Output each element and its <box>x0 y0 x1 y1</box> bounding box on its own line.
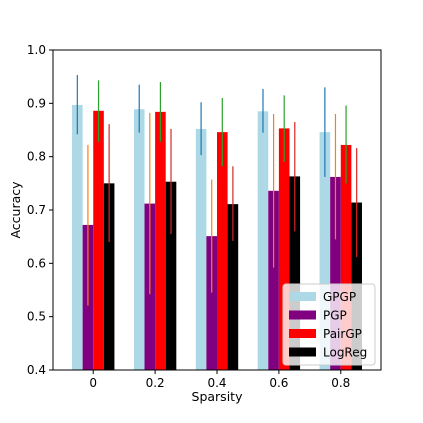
bar-pgp-3 <box>268 190 279 370</box>
y-tick-label: 0.6 <box>27 256 46 270</box>
y-tick-label: 0.4 <box>27 363 46 377</box>
bar-pgp-2 <box>206 236 217 370</box>
x-tick-label: 0 <box>89 376 97 390</box>
legend-swatch-pairgp <box>289 329 316 338</box>
legend-label-pairgp: PairGP <box>323 327 362 341</box>
bar-gpgp-1 <box>133 109 145 370</box>
error-bars-layer <box>76 75 358 306</box>
bar-pairgp-3 <box>278 128 290 370</box>
y-tick-label: 0.9 <box>27 96 46 110</box>
bar-pairgp-0 <box>93 110 104 371</box>
bar-logreg-0 <box>103 183 115 370</box>
bar-logreg-2 <box>227 204 239 370</box>
x-tick-label: 0.2 <box>146 376 165 390</box>
bar-pgp-4 <box>330 176 341 370</box>
bar-logreg-1 <box>165 181 177 370</box>
y-tick-label: 0.8 <box>27 150 46 164</box>
x-axis: 0 0.2 0.4 0.6 0.8 <box>89 370 350 390</box>
y-axis: 0.4 0.5 0.6 0.7 0.8 0.9 1.0 <box>27 43 53 377</box>
bar-pairgp-1 <box>155 111 166 370</box>
bar-gpgp-3 <box>257 111 269 370</box>
bar-gpgp-0 <box>72 104 83 370</box>
bar-pairgp-2 <box>217 132 228 370</box>
legend-swatch-gpgp <box>289 292 316 301</box>
x-tick-label: 0.4 <box>207 376 226 390</box>
legend: GPGP PGP PairGP LogReg <box>282 283 376 366</box>
bar-gpgp-2 <box>195 128 207 370</box>
bar-gpgp-4 <box>319 132 331 370</box>
legend-label-gpgp: GPGP <box>323 290 356 304</box>
legend-box <box>282 283 376 366</box>
legend-label-pgp: PGP <box>323 309 347 323</box>
x-tick-label: 0.8 <box>331 376 350 390</box>
bar-pairgp-4 <box>340 144 352 370</box>
bars-layer <box>72 104 362 371</box>
legend-label-logreg: LogReg <box>323 346 367 360</box>
legend-swatch-pgp <box>289 310 316 320</box>
y-axis-label: Accuracy <box>8 181 23 239</box>
x-axis-label: Sparsity <box>192 389 244 404</box>
y-tick-label: 1.0 <box>27 43 46 57</box>
x-tick-label: 0.6 <box>269 376 288 390</box>
y-tick-label: 0.7 <box>27 203 46 217</box>
y-tick-label: 0.5 <box>27 310 46 324</box>
legend-swatch-logreg <box>289 347 316 357</box>
bar-logreg-3 <box>289 176 301 370</box>
